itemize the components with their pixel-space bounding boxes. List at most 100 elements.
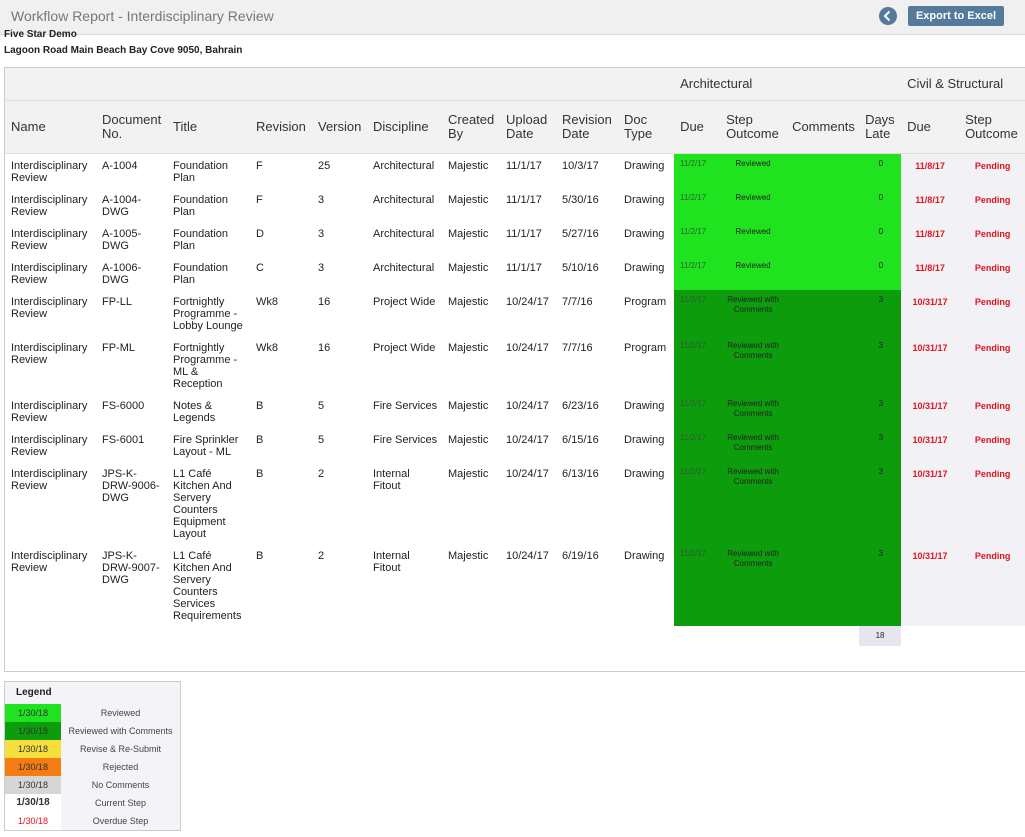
table-cell: Majestic: [448, 434, 489, 446]
table-cell: Interdisciplinary Review: [11, 434, 88, 458]
table-cell: 10/24/17: [506, 468, 549, 480]
table-cell: 11/2/17: [674, 153, 721, 188]
comments-cell: [786, 394, 860, 428]
table-cell: Drawing: [624, 262, 665, 274]
table-cell: FP-ML: [102, 342, 135, 354]
table-cell: Pending: [959, 256, 1025, 290]
table-row: Interdisciplinary Review FS-6001 Fire Spri…: [5, 428, 1025, 462]
table-cell: Reviewed with Comments: [720, 290, 787, 336]
comments-cell: [786, 290, 860, 336]
column-header: Revision Date: [556, 100, 618, 154]
table-cell: Reviewed with Comments: [720, 336, 787, 394]
table-cell: 6/23/16: [562, 400, 599, 412]
column-header: Days Late: [859, 100, 902, 154]
table-cell: 10/24/17: [506, 400, 549, 412]
legend-swatch: 1/30/18: [5, 812, 61, 830]
table-cell: 3: [859, 544, 902, 626]
table-cell: 11/2/17: [674, 188, 721, 222]
legend-swatch: 1/30/18: [5, 794, 61, 812]
table-cell: Reviewed: [720, 153, 787, 188]
table-cell: Drawing: [624, 550, 665, 562]
table-cell: Internal Fitout: [373, 468, 410, 492]
total-spacer: [312, 626, 367, 646]
table-cell: Interdisciplinary Review: [11, 342, 88, 366]
table-cell: 7/7/16: [562, 296, 593, 308]
table-cell: Reviewed: [720, 222, 787, 256]
table-cell: 2: [318, 468, 325, 480]
total-spacer: [5, 626, 96, 646]
table-cell: Foundation Plan: [173, 194, 229, 218]
legend-swatch: 1/30/18: [5, 704, 61, 722]
total-spacer: [618, 626, 674, 646]
table-cell: 10/24/17: [506, 342, 549, 354]
table-cell: 0: [859, 256, 902, 290]
table-cell: 5/10/16: [562, 262, 599, 274]
table-cell: Interdisciplinary Review: [11, 160, 88, 184]
table-cell: Pending: [959, 222, 1025, 256]
column-header: Title: [167, 100, 250, 154]
export-button[interactable]: Export to Excel: [908, 6, 1004, 26]
table-cell: B: [256, 550, 264, 562]
comments-cell: [786, 222, 860, 256]
table-cell: 10/31/17: [901, 544, 960, 626]
table-cell: Reviewed: [720, 256, 787, 290]
legend-label: Overdue Step: [92, 816, 149, 826]
legend: Legend 1/30/18 Reviewed 1/30/18 Reviewed wi…: [4, 681, 181, 831]
table-cell: A-1005-DWG: [102, 228, 142, 252]
report-table: Architectural Civil & Structural Name Doc…: [4, 67, 1025, 672]
column-header: Step Outcome: [720, 100, 787, 154]
total-spacer: [786, 626, 859, 646]
group-spacer: [5, 68, 675, 101]
table-cell: Reviewed with Comments: [720, 428, 787, 462]
legend-label: Revise & Re-Submit: [79, 744, 162, 754]
total-days-late: 18: [859, 626, 902, 646]
table-cell: 10/31/17: [901, 290, 960, 336]
total-spacer: [500, 626, 556, 646]
column-header: Discipline: [367, 100, 442, 154]
table-cell: FS-6000: [102, 400, 145, 412]
table-row: Interdisciplinary Review FP-ML Fortnightly…: [5, 336, 1025, 394]
table-cell: 6/15/16: [562, 434, 599, 446]
table-row: Interdisciplinary Review A-1005-DWG Founda…: [5, 222, 1025, 256]
table-cell: Pending: [959, 428, 1025, 462]
table-cell: 3: [859, 394, 902, 428]
table-row: Interdisciplinary Review A-1004-DWG Founda…: [5, 188, 1025, 222]
comments-cell: [786, 462, 860, 544]
table-cell: 11/2/17: [674, 290, 721, 336]
total-spacer: [959, 626, 1025, 646]
table-cell: Reviewed with Comments: [720, 394, 787, 428]
column-header: Due: [901, 100, 960, 154]
total-spacer: [167, 626, 250, 646]
total-spacer: [901, 626, 959, 646]
table-cell: Fire Services: [373, 400, 438, 412]
report-title: Workflow Report - Interdisciplinary Revi…: [11, 8, 274, 24]
top-bar: Workflow Report - Interdisciplinary Revi…: [0, 0, 1025, 35]
column-header: Due: [674, 100, 721, 154]
table-cell: 5/27/16: [562, 228, 599, 240]
comments-cell: [786, 336, 860, 394]
group-header: Civil & Structural: [901, 68, 1025, 101]
table-cell: Foundation Plan: [173, 262, 229, 286]
column-header: Upload Date: [500, 100, 556, 154]
back-button[interactable]: [878, 6, 898, 26]
total-spacer: [720, 626, 786, 646]
table-cell: Interdisciplinary Review: [11, 468, 88, 492]
table-cell: JPS-K-DRW-9007-DWG: [102, 550, 160, 586]
table-cell: Reviewed with Comments: [720, 544, 787, 626]
table-cell: 11/2/17: [674, 428, 721, 462]
table-cell: 11/8/17: [901, 153, 960, 188]
table-cell: 6/19/16: [562, 550, 599, 562]
comments-cell: [786, 153, 860, 188]
table-cell: 10/31/17: [901, 462, 960, 544]
table-cell: 2: [318, 550, 325, 562]
table-cell: JPS-K-DRW-9006-DWG: [102, 468, 160, 504]
group-header-row: Architectural Civil & Structural: [5, 68, 1025, 101]
back-arrow[interactable]: [883, 10, 891, 22]
table-cell: Interdisciplinary Review: [11, 228, 88, 252]
table-cell: Majestic: [448, 342, 489, 354]
table-cell: Pending: [959, 336, 1025, 394]
back-circle[interactable]: [879, 7, 897, 25]
legend-swatch: 1/30/18: [5, 722, 61, 740]
table-cell: B: [256, 434, 264, 446]
table-cell: Internal Fitout: [373, 550, 410, 574]
